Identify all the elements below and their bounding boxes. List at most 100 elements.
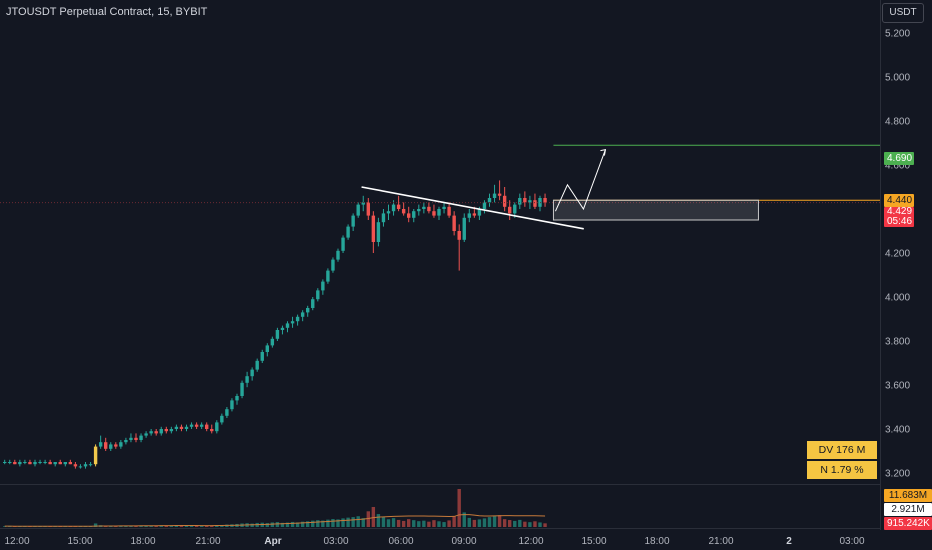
volume-last-badge: 915.242K: [884, 517, 932, 530]
candle-body: [93, 446, 98, 465]
candle-body: [83, 464, 88, 467]
candle-body: [129, 437, 133, 440]
currency-selector[interactable]: USDT: [882, 3, 924, 23]
time-axis-label: 21:00: [708, 536, 734, 547]
candle-body: [48, 462, 52, 465]
volume-bar: [270, 522, 275, 527]
candle-body: [240, 382, 244, 396]
candle-body: [38, 462, 42, 463]
candle-body: [194, 424, 199, 427]
candle-body: [199, 424, 204, 427]
volume-bar: [174, 525, 179, 527]
price-axis-label: 3.400: [885, 425, 910, 436]
candle-body: [376, 222, 381, 242]
candle-body: [270, 338, 275, 346]
volume-bar: [351, 517, 355, 527]
candle-body: [250, 369, 254, 377]
bar-countdown: 05:46: [887, 216, 913, 227]
candle-body: [88, 464, 93, 466]
volume-bar: [457, 489, 461, 527]
volume-bar: [159, 525, 163, 527]
time-axis-label: 21:00: [195, 536, 221, 547]
volume-bar: [331, 519, 335, 527]
candle-body: [119, 442, 123, 447]
volume-bar: [371, 506, 376, 527]
candle-body: [457, 231, 461, 240]
candle-body: [381, 213, 386, 223]
candle-body: [220, 415, 224, 423]
price-axis-label: 3.200: [885, 469, 910, 480]
volume-bar: [189, 525, 194, 527]
time-axis-label: 03:00: [323, 536, 349, 547]
time-axis-label: 12:00: [518, 536, 544, 547]
volume-bar: [124, 525, 128, 527]
volume-bar: [452, 516, 456, 527]
candle-body: [331, 259, 335, 271]
candle-body: [407, 213, 411, 218]
volume-bar: [513, 520, 517, 527]
volume-bar: [326, 519, 330, 527]
price-axis-label: 3.600: [885, 381, 910, 392]
volume-bar: [285, 522, 290, 527]
volume-bar: [533, 521, 537, 527]
candle-body: [215, 422, 219, 432]
candle-body: [391, 204, 396, 212]
candle-body: [321, 281, 325, 291]
last-price-badge: 4.429 05:46: [884, 207, 914, 227]
volume-bar: [280, 522, 285, 527]
candle-body: [260, 352, 264, 361]
natr-box: N 1.79 %: [807, 461, 877, 479]
candle-body: [184, 426, 189, 429]
candle-body: [58, 462, 62, 465]
candle-body: [164, 429, 168, 432]
candle-body: [33, 462, 37, 465]
volume-bar: [8, 526, 12, 527]
candle-body: [442, 206, 446, 209]
time-axis-label: 18:00: [130, 536, 156, 547]
price-axis-label: 5.200: [885, 29, 910, 40]
time-axis-label: 12:00: [4, 536, 30, 547]
chart-title: JTOUSDT Perpetual Contract, 15, BYBIT: [6, 6, 208, 18]
volume-bar: [523, 521, 527, 527]
candle-body: [13, 462, 17, 465]
candle-body: [78, 466, 83, 468]
volume-bar: [492, 516, 497, 527]
candle-body: [8, 462, 12, 463]
volume-bar: [290, 521, 295, 527]
candle-body: [326, 270, 330, 282]
candle-body: [366, 202, 370, 216]
candle-body: [386, 211, 391, 214]
candle-body: [225, 409, 229, 416]
volume-bar: [356, 516, 360, 527]
volume-bar: [210, 525, 214, 527]
candle-body: [159, 429, 163, 434]
price-axis-label: 3.800: [885, 337, 910, 348]
candle-body: [346, 226, 350, 238]
zone-box: [552, 199, 759, 221]
candle-body: [23, 462, 27, 463]
candle-body: [255, 360, 259, 370]
candle-body: [275, 330, 280, 339]
volume-bar: [205, 525, 209, 527]
candle-body: [179, 426, 184, 429]
candle-body: [28, 462, 32, 465]
candle-body: [295, 316, 300, 322]
candle-body: [18, 462, 22, 465]
candle-body: [336, 250, 340, 260]
time-axis-label: 15:00: [67, 536, 93, 547]
candle-body: [462, 217, 466, 240]
candle-body: [265, 345, 269, 352]
candle-body: [3, 462, 7, 463]
time-axis-label: Apr: [264, 536, 282, 547]
candle-body: [523, 198, 527, 203]
time-axis-label: 09:00: [451, 536, 477, 547]
volume-bar: [518, 519, 522, 527]
candle-body: [311, 299, 315, 308]
candle-body: [371, 215, 376, 242]
volume-bar: [336, 519, 340, 527]
volume-bar: [341, 518, 345, 527]
trendline: [361, 186, 584, 230]
candle-body: [497, 193, 502, 196]
